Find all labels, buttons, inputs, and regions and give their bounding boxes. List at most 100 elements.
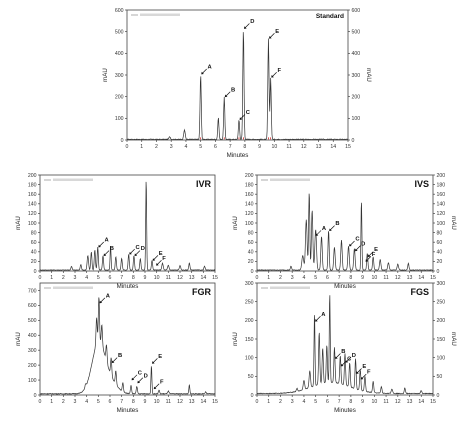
- peak-arrowhead: [315, 319, 318, 322]
- x-tick-label: 14: [418, 399, 424, 405]
- x-tick-label: 15: [212, 275, 218, 281]
- x-tick-label: 9: [144, 275, 147, 281]
- fgr-chart: 0 1 2 3 4 5 6 7 8 9 10 11 12 13 14 15010020030040050060…: [15, 282, 218, 414]
- x-tick-label: 4: [85, 399, 88, 405]
- peak-arrow: [225, 91, 231, 97]
- peak-label: D: [361, 241, 365, 247]
- x-tick-label: 1: [267, 275, 270, 281]
- peak-label: F: [367, 370, 371, 376]
- peak-label: C: [347, 357, 352, 363]
- peak-arrow: [315, 315, 321, 321]
- y-tick-label: 0: [251, 393, 254, 399]
- y-tick-label: 100: [28, 378, 37, 384]
- x-tick-label: 10: [154, 275, 160, 281]
- plot-frame: [39, 282, 216, 396]
- x-tick-label: 7: [229, 144, 232, 150]
- x-tick-label: 9: [361, 275, 364, 281]
- y-tick-label: 60: [248, 240, 254, 246]
- peak-arrow: [240, 114, 246, 120]
- x-tick-label: 0: [39, 399, 42, 405]
- peak-arrowhead: [360, 376, 364, 380]
- peak-arrowhead: [201, 71, 204, 75]
- peak-label: F: [162, 256, 166, 262]
- peak-marker: D: [354, 241, 365, 252]
- peak-arrow: [153, 255, 159, 261]
- peak-arrowhead: [354, 248, 358, 252]
- peak-label: F: [372, 252, 376, 258]
- x-tick-label: 13: [407, 399, 413, 405]
- peak-arrow: [269, 33, 275, 38]
- y-tick-label-right: 100: [437, 221, 446, 227]
- peak-arrow: [156, 259, 162, 265]
- y-tick-label: 140: [28, 202, 37, 208]
- x-tick-label: 11: [383, 399, 388, 405]
- x-tick-label: 8: [132, 399, 135, 405]
- x-tick-label: 14: [418, 275, 424, 281]
- y-tick-label: 500: [28, 318, 37, 324]
- x-tick-label: 11: [286, 144, 291, 150]
- peak-arrow: [271, 72, 277, 77]
- y-tick-label: 100: [245, 221, 254, 227]
- legend-text-faint: [140, 13, 180, 16]
- peak-arrow: [99, 241, 104, 247]
- x-tick-label: 6: [109, 275, 112, 281]
- y-tick-label-right: 50: [437, 374, 443, 380]
- y-tick-label: 200: [28, 173, 37, 179]
- peak-marker: E: [152, 354, 162, 364]
- peak-label: C: [246, 110, 251, 116]
- y-tick-label-right: 0: [437, 393, 440, 399]
- legend-text-faint: [53, 178, 93, 181]
- peak-label: D: [352, 353, 356, 359]
- peak-arrow: [349, 240, 355, 246]
- peak-arrow: [329, 225, 335, 231]
- peak-label: B: [118, 353, 122, 359]
- peak-arrow: [104, 250, 110, 256]
- y-tick-label-right: 100: [352, 116, 361, 122]
- x-tick-label: 13: [189, 275, 195, 281]
- x-tick-label: 2: [62, 275, 65, 281]
- x-tick-label: 3: [74, 399, 77, 405]
- peak-marker: E: [356, 364, 366, 374]
- y-tick-label: 60: [31, 240, 37, 246]
- y-tick-label: 180: [28, 182, 37, 188]
- y-tick-label: 0: [34, 393, 37, 399]
- peak-label: A: [106, 294, 111, 300]
- x-tick-label: 6: [326, 399, 329, 405]
- plot-frame: [126, 9, 349, 141]
- x-tick-label: 4: [184, 144, 187, 150]
- x-tick-label: 7: [338, 275, 341, 281]
- x-tick-label: 13: [316, 144, 322, 150]
- y-tick-label: 250: [245, 299, 254, 305]
- y-tick-label: 80: [248, 230, 254, 236]
- peak-arrowhead: [98, 244, 101, 248]
- y-tick-label: 150: [245, 337, 254, 343]
- peak-label: B: [231, 87, 235, 93]
- y-tick-label: 200: [245, 173, 254, 179]
- peak-arrow: [341, 360, 347, 366]
- y-tick-label-right: 120: [437, 211, 446, 217]
- x-axis-label: Minutes: [117, 283, 139, 290]
- peak-arrowhead: [131, 377, 135, 381]
- x-tick-label: 10: [271, 144, 277, 150]
- x-tick-label: 11: [166, 399, 171, 405]
- peak-label: E: [362, 364, 366, 370]
- y-tick-label: 400: [115, 51, 124, 57]
- peak-marker: F: [153, 379, 164, 390]
- peak-label: F: [277, 68, 281, 74]
- legend-text-faint: [270, 286, 310, 289]
- peak-label: B: [335, 221, 339, 227]
- y-tick-label-right: 20: [437, 259, 443, 265]
- x-axis-label: Minutes: [334, 283, 356, 290]
- trace-line: [256, 295, 433, 395]
- chart-title: FGR: [192, 287, 211, 297]
- peak-marker: F: [365, 252, 376, 262]
- peak-arrowhead: [103, 253, 107, 256]
- plot-frame: [39, 174, 216, 272]
- peak-arrowhead: [224, 94, 228, 98]
- peak-label: A: [322, 226, 327, 232]
- y-tick-label-right: 500: [352, 29, 361, 35]
- x-tick-label: 4: [85, 275, 88, 281]
- y-tick-label-right: 200: [352, 94, 361, 100]
- x-tick-label: 10: [371, 399, 377, 405]
